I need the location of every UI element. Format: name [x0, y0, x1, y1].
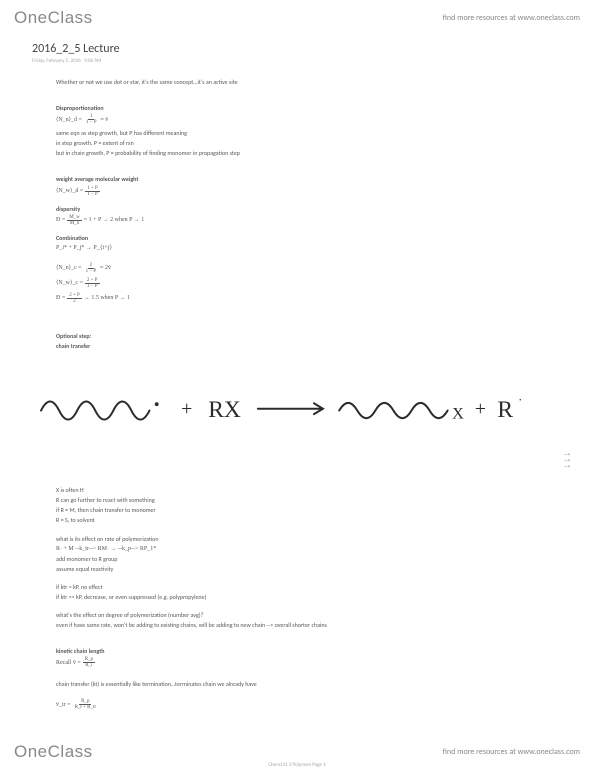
svg-text:RX: RX: [208, 397, 241, 423]
page-content: 2016_2_5 Lecture Friday, February 5, 201…: [0, 32, 594, 710]
eq5-rhs: ≈ 2v̄: [100, 264, 111, 272]
what-effect-dp: what's the effect on degree of polymeriz…: [56, 611, 562, 619]
eq5: ⟨N_n⟩_c = 2 1 − P ≈ 2v̄: [56, 263, 562, 274]
recall-lhs: Recall v̄ =: [56, 659, 81, 667]
logo-one: One: [14, 8, 48, 27]
eq6-frac: 2 + P 1 − P: [85, 278, 100, 289]
page-number: Chem131 2 Polymers Page 1: [268, 762, 325, 768]
eq7-rhs: → 1.5 when P → 1: [84, 294, 130, 302]
vtr-lhs: v̄_tr =: [56, 701, 71, 709]
logo-class: Class: [48, 8, 93, 27]
svg-text:R: R: [497, 397, 513, 423]
eq-recall: Recall v̄ = R_p R_i: [56, 657, 562, 668]
optional-label2: chain transfer: [56, 342, 562, 350]
if-kt2: if ktr << kP, decrease, or even suppress…: [56, 593, 562, 601]
even-if: even if have same rate, won't be adding …: [56, 621, 562, 629]
intro-line: Whether or not we use dot or star, it's …: [56, 78, 562, 86]
header-tagline: find more resources at www.oneclass.com: [443, 13, 580, 23]
eq2-lhs: ⟨N_w⟩_d =: [56, 187, 83, 195]
eq-weight: ⟨N_w⟩_d = 1 + P 1 − P: [56, 186, 562, 197]
lecture-date: Friday, February 5, 2016: [32, 58, 81, 64]
arrows-right: -->-->-->: [56, 452, 570, 470]
lecture-notes: Whether or not we use dot or star, it's …: [32, 78, 562, 710]
assume: assume equal reactivity: [56, 565, 562, 573]
chain-transfer-drawing: + RX X + R ·: [32, 376, 538, 436]
x-often: X is often H: [56, 486, 562, 494]
eq1-rhs: ≈ v̄: [101, 116, 109, 124]
eq6-lhs: ⟨N_w⟩_c =: [56, 279, 83, 287]
eq7-lhs: Đ =: [56, 294, 65, 302]
site-logo: OneClass: [14, 8, 93, 28]
lecture-meta: Friday, February 5, 2016 9:06 AM: [32, 58, 562, 64]
if-rs: R = S, to solvent: [56, 516, 562, 524]
eq5-lhs: ⟨N_n⟩_c =: [56, 264, 82, 272]
disproportionation-label: Disproportionation: [56, 104, 562, 112]
eq5-frac: 2 1 − P: [84, 263, 99, 274]
svg-text:+: +: [181, 398, 192, 420]
lecture-title: 2016_2_5 Lecture: [32, 42, 562, 56]
step-line3: but in chain growth, P = probability of …: [56, 149, 562, 157]
svg-text:+: +: [475, 398, 486, 420]
chain-transfer-kt: chain transfer (kt) is essentially like …: [56, 680, 562, 688]
footer-logo: OneClass: [14, 742, 93, 762]
step-line2: in step growth, P = extent of rxn: [56, 139, 562, 147]
lecture-time: 9:06 AM: [84, 58, 101, 64]
eq-combination: P_i* + P_j* → P_{i+j}: [56, 244, 562, 252]
eq7-frac: 2 + P 2: [67, 293, 82, 304]
eq1-lhs: ⟨N_n⟩_d =: [56, 116, 82, 124]
step-line1: same eqn as step growth, but P has diffe…: [56, 129, 562, 137]
eq-vtr: v̄_tr = R_p R_t + R_tr: [56, 699, 562, 710]
eq3-lhs: Đ =: [56, 216, 65, 224]
vtr-frac: R_p R_t + R_tr: [73, 699, 98, 710]
kinetic-label: kinetic chain length: [56, 647, 562, 655]
eq3-rhs: = 1 + P → 2 when P → 1: [84, 216, 145, 224]
recall-frac: R_p R_i: [83, 657, 95, 668]
svg-text:X: X: [452, 405, 464, 423]
weight-label: weight average molecular weight: [56, 175, 562, 183]
eq7: Đ = 2 + P 2 → 1.5 when P → 1: [56, 293, 562, 304]
add-monomer: add monomer to R group: [56, 555, 562, 563]
eq-disproportionation: ⟨N_n⟩_d = 1 1 − P ≈ v̄: [56, 114, 562, 125]
eq1-frac: 1 1 − P: [84, 114, 99, 125]
eq8: R· + M --k_tr--> RM· → --k_p--> RP_1*: [56, 545, 562, 553]
if-kt1: if ktr ≈ kP, no effect: [56, 583, 562, 591]
if-rm: if R = M, then chain transfer to monomer: [56, 506, 562, 514]
eq6: ⟨N_w⟩_c = 2 + P 1 − P: [56, 278, 562, 289]
optional-label1: Optional step:: [56, 332, 562, 340]
eq3-frac: M_w M_n: [67, 215, 82, 226]
what-effect-rate: what is its effect on rate of polymeriza…: [56, 535, 562, 543]
svg-text:·: ·: [518, 393, 522, 407]
r-can: R can go further to react with something: [56, 496, 562, 504]
eq2-frac: 1 + P 1 − P: [85, 186, 100, 197]
footer-tagline: find more resources at www.oneclass.com: [443, 747, 580, 757]
eq-dispersity: Đ = M_w M_n = 1 + P → 2 when P → 1: [56, 215, 562, 226]
header: OneClass find more resources at www.onec…: [0, 0, 594, 32]
combination-label: Combination: [56, 234, 562, 242]
dispersity-label: dispersity: [56, 205, 562, 213]
